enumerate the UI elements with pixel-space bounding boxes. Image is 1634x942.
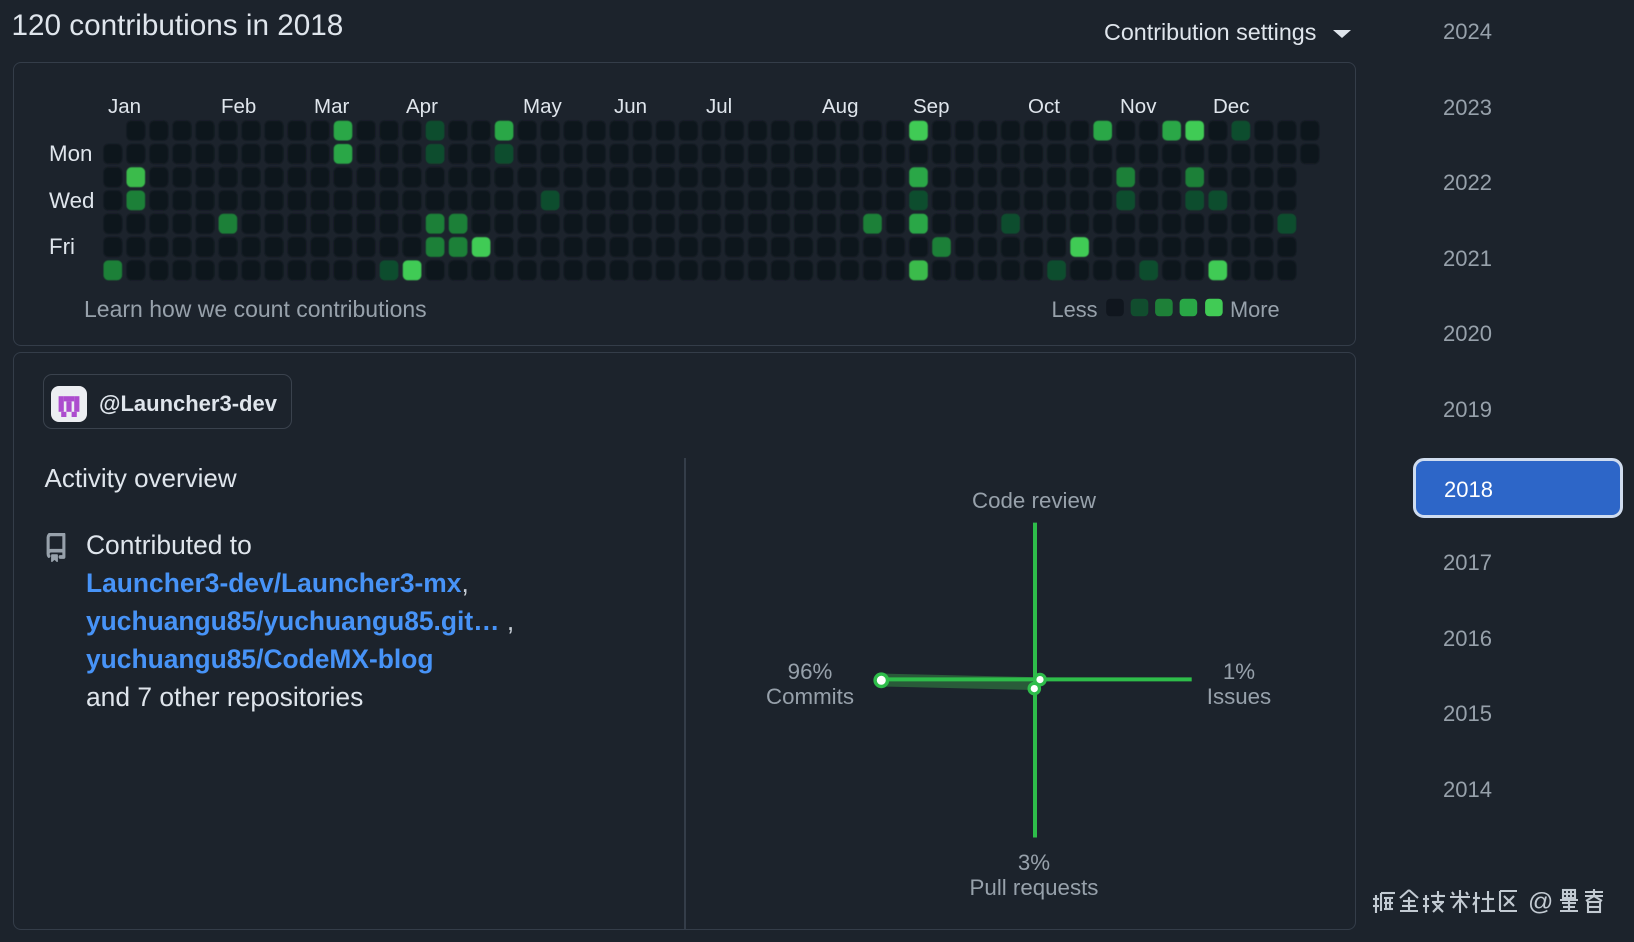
svg-text:@: @: [1528, 888, 1553, 916]
